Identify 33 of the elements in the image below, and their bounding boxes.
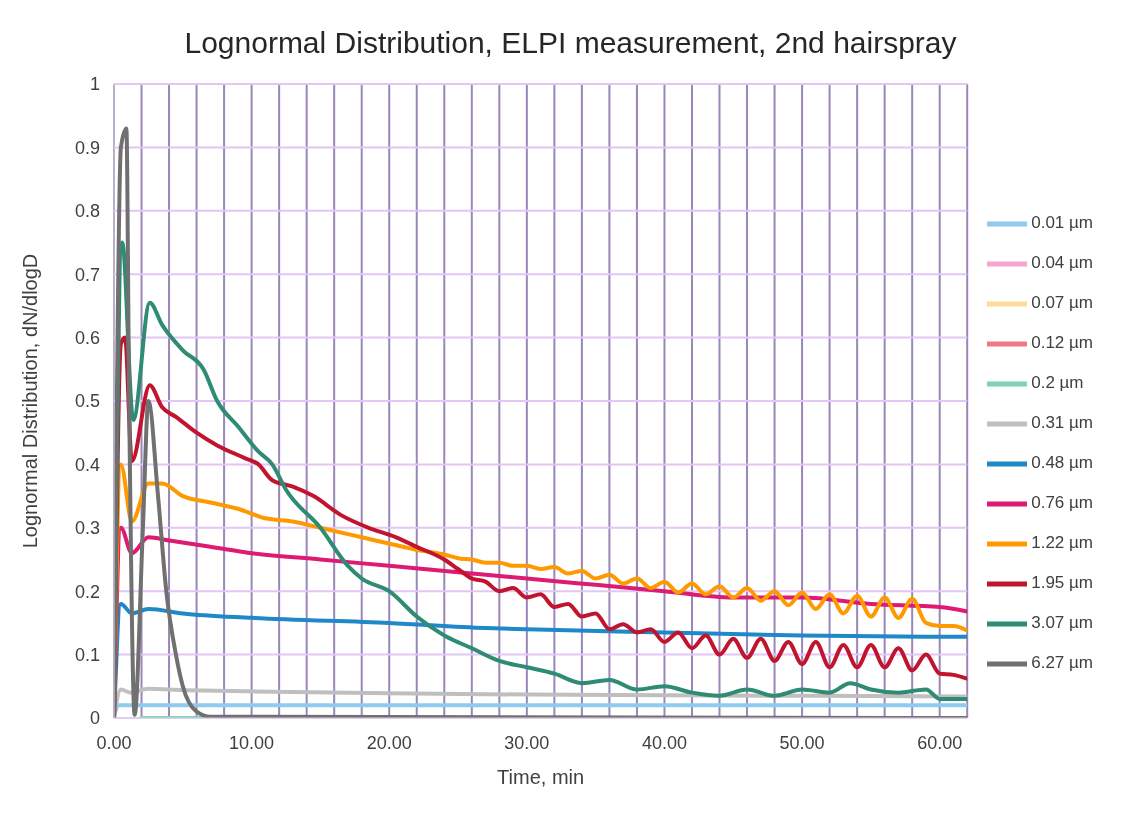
y-axis-title: Lognormal Distribution, dN/dlogD	[19, 253, 42, 549]
legend-label: 0.31 µm	[1031, 413, 1093, 433]
x-tick-label: 60.00	[917, 732, 963, 753]
y-tick-label: 0.5	[74, 391, 100, 412]
x-axis-title: Time, min	[497, 766, 585, 788]
y-tick-label: 0.9	[74, 137, 100, 158]
legend-label: 3.07 µm	[1031, 613, 1093, 633]
x-tick-label: 0.00	[96, 732, 132, 753]
x-tick-label: 40.00	[641, 732, 687, 753]
legend-label: 0.01 µm	[1031, 213, 1093, 233]
y-tick-label: 0.1	[74, 644, 100, 665]
x-tick-label: 10.00	[229, 732, 275, 753]
y-tick-label: 0.4	[74, 454, 100, 475]
y-tick-label: 1	[89, 74, 100, 95]
y-tick-label: 0.8	[74, 201, 100, 222]
y-tick-label: 0	[89, 708, 100, 729]
legend-label: 0.07 µm	[1031, 293, 1093, 313]
legend-label: 0.76 µm	[1031, 493, 1093, 513]
legend-label: 0.04 µm	[1031, 253, 1093, 273]
legend-label: 6.27 µm	[1031, 653, 1093, 673]
legend-label: 0.12 µm	[1031, 333, 1093, 353]
x-tick-label: 30.00	[504, 732, 550, 753]
x-tick-label: 50.00	[779, 732, 825, 753]
y-tick-label: 0.6	[74, 327, 100, 348]
chart-title: Lognormal Distribution, ELPI measurement, 2nd hairspray	[183, 26, 958, 61]
legend-label: 0.2 µm	[1031, 373, 1084, 393]
legend-label: 0.48 µm	[1031, 453, 1093, 473]
legend-label: 1.95 µm	[1031, 573, 1093, 593]
legend-label: 1.22 µm	[1031, 533, 1093, 553]
y-tick-label: 0.7	[74, 264, 100, 285]
y-tick-label: 0.3	[74, 518, 100, 539]
x-tick-label: 20.00	[366, 732, 412, 753]
y-tick-label: 0.2	[74, 581, 100, 602]
